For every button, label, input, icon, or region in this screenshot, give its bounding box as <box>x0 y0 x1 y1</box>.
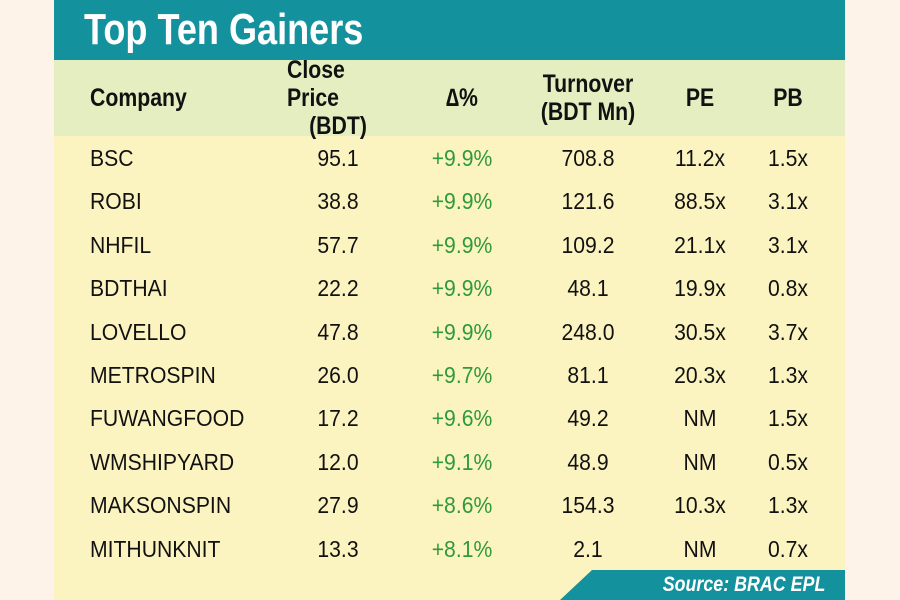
cell-pb: 1.3x <box>767 492 808 519</box>
table-row: METROSPIN 26.0 +9.7% 81.1 20.3x 1.3x <box>54 355 845 395</box>
column-header-line1: PB <box>773 84 803 112</box>
cell-pe: 20.3x <box>674 362 726 388</box>
cell-turnover: 154.3 <box>561 492 615 519</box>
cell-close: 95.1 <box>317 145 359 171</box>
cell-company: BDTHAI <box>90 275 168 302</box>
table-row: LOVELLO 47.8 +9.9% 248.0 30.5x 3.7x <box>54 312 845 352</box>
cell-change: +9.6% <box>431 405 493 432</box>
cell-pe: 21.1x <box>674 231 726 258</box>
column-header-line1: ∆% <box>446 84 478 112</box>
source-banner: Source: BRAC EPL <box>560 570 845 600</box>
column-header-line1: Turnover <box>542 70 634 98</box>
column-header-line1: Company <box>90 84 187 112</box>
gainers-table-panel: Top Ten Gainers Company Close Price (BDT) ∆… <box>54 0 845 600</box>
cell-turnover: 48.1 <box>567 275 609 302</box>
cell-turnover: 49.2 <box>567 405 609 432</box>
column-header-line2: (BDT) <box>309 112 367 140</box>
column-header-pe: PE <box>666 60 734 136</box>
cell-close: 22.2 <box>317 275 359 302</box>
table-row: MAKSONSPIN 27.9 +8.6% 154.3 10.3x 1.3x <box>54 485 845 525</box>
column-header-pb: PB <box>756 60 821 136</box>
cell-change: +9.9% <box>431 231 493 258</box>
table-header: Company Close Price (BDT) ∆% Turnover (BDT Mn… <box>54 56 845 140</box>
cell-close: 27.9 <box>317 492 359 519</box>
column-header-turnover: Turnover (BDT Mn) <box>534 60 643 136</box>
title-bar: Top Ten Gainers <box>54 0 845 60</box>
column-header-change: ∆% <box>420 60 505 136</box>
cell-pb: 3.7x <box>767 318 808 345</box>
cell-pb: 3.1x <box>767 231 808 258</box>
table-row: ROBI 38.8 +9.9% 121.6 88.5x 3.1x <box>54 181 845 221</box>
cell-pe: 10.3x <box>674 492 726 519</box>
cell-pb: 1.5x <box>767 145 808 171</box>
column-header-line2: (BDT Mn) <box>540 98 636 126</box>
cell-company: MAKSONSPIN <box>90 492 232 519</box>
cell-turnover: 2.1 <box>573 535 603 562</box>
cell-company: FUWANGFOOD <box>90 405 245 432</box>
cell-turnover: 48.9 <box>567 448 609 475</box>
cell-company: LOVELLO <box>90 318 187 345</box>
cell-company: METROSPIN <box>90 362 216 388</box>
table-row: NHFIL 57.7 +9.9% 109.2 21.1x 3.1x <box>54 225 845 265</box>
cell-pb: 1.3x <box>767 362 808 388</box>
cell-change: +9.9% <box>431 188 493 215</box>
cell-company: WMSHIPYARD <box>90 448 235 475</box>
cell-change: +9.9% <box>431 275 493 302</box>
cell-pb: 1.5x <box>767 405 808 432</box>
cell-turnover: 708.8 <box>561 145 615 171</box>
table-row: BDTHAI 22.2 +9.9% 48.1 19.9x 0.8x <box>54 268 845 308</box>
cell-company: MITHUNKNIT <box>90 535 221 562</box>
cell-pe: 30.5x <box>674 318 726 345</box>
cell-pe: NM <box>683 448 717 475</box>
column-header-company: Company <box>90 60 252 136</box>
cell-pe: 19.9x <box>674 275 726 302</box>
cell-close: 13.3 <box>317 535 359 562</box>
cell-close: 17.2 <box>317 405 359 432</box>
cell-change: +9.9% <box>431 318 493 345</box>
cell-pe: NM <box>683 405 717 432</box>
source-label: Source: BRAC EPL <box>662 573 825 596</box>
cell-pe: 88.5x <box>674 188 726 215</box>
cell-pe: NM <box>683 535 717 562</box>
cell-close: 38.8 <box>317 188 359 215</box>
cell-close: 12.0 <box>317 448 359 475</box>
table-title: Top Ten Gainers <box>84 5 364 54</box>
cell-change: +9.7% <box>431 362 493 388</box>
cell-turnover: 121.6 <box>561 188 615 215</box>
cell-turnover: 109.2 <box>561 231 615 258</box>
table-row: MITHUNKNIT 13.3 +8.1% 2.1 NM 0.7x <box>54 529 845 569</box>
cell-turnover: 81.1 <box>567 362 609 388</box>
cell-change: +8.1% <box>431 535 493 562</box>
cell-close: 26.0 <box>317 362 359 388</box>
cell-turnover: 248.0 <box>561 318 615 345</box>
cell-change: +8.6% <box>431 492 493 519</box>
column-header-close: Close Price (BDT) <box>287 56 389 140</box>
column-header-line1: PE <box>685 84 715 112</box>
cell-company: NHFIL <box>90 231 152 258</box>
table-row: FUWANGFOOD 17.2 +9.6% 49.2 NM 1.5x <box>54 398 845 438</box>
cell-close: 47.8 <box>317 318 359 345</box>
cell-close: 57.7 <box>317 231 359 258</box>
cell-pe: 11.2x <box>674 145 726 171</box>
cell-pb: 0.5x <box>767 448 808 475</box>
cell-pb: 3.1x <box>767 188 808 215</box>
cell-change: +9.1% <box>431 448 493 475</box>
cell-company: ROBI <box>90 188 142 215</box>
table-row: BSC 95.1 +9.9% 708.8 11.2x 1.5x <box>54 138 845 178</box>
cell-pb: 0.8x <box>767 275 808 302</box>
table-row: WMSHIPYARD 12.0 +9.1% 48.9 NM 0.5x <box>54 442 845 482</box>
column-header-line1: Close Price <box>287 56 345 112</box>
cell-change: +9.9% <box>431 145 493 171</box>
cell-pb: 0.7x <box>767 535 808 562</box>
cell-company: BSC <box>90 145 134 171</box>
